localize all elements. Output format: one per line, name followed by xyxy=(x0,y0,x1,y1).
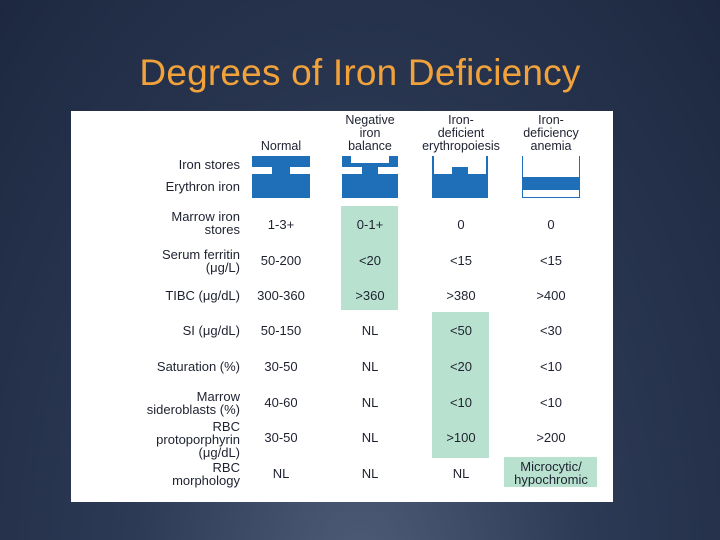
cell-morphology-anemia-line1: Microcytic/ xyxy=(520,459,582,474)
cell-morphology-negative: NL xyxy=(361,466,379,481)
cell-tibc-anemia: >400 xyxy=(536,288,566,303)
iron-stores-deficient-erythropoiesis-icon xyxy=(432,156,488,198)
highlight-deficient-erythropoiesis xyxy=(432,312,489,458)
row-label-marrow-line2: stores xyxy=(204,222,240,237)
col-header-negative-line3: balance xyxy=(348,139,392,153)
row-label-protoporphyrin-line2: protoporphyrin xyxy=(156,432,240,447)
row-label-erythron-iron: Erythron iron xyxy=(165,179,240,194)
col-header-erythropoiesis-line1: Iron- xyxy=(448,113,474,127)
cell-saturation-anemia: <10 xyxy=(539,359,563,374)
cell-sideroblasts-anemia: <10 xyxy=(539,395,563,410)
row-label-saturation: Saturation (%) xyxy=(156,359,240,374)
row-label-protoporphyrin-line3: (μg/dL) xyxy=(198,445,240,460)
highlight-anemia-morphology xyxy=(504,457,597,487)
cell-sideroblasts-normal: 40-60 xyxy=(264,395,298,410)
cell-protoporphyrin-anemia: >200 xyxy=(536,430,566,445)
row-label-iron-stores: Iron stores xyxy=(178,157,240,172)
row-label-sideroblasts-line2: sideroblasts (%) xyxy=(146,402,240,417)
iron-stores-anemia-icon xyxy=(522,156,580,198)
highlight-negative-balance xyxy=(341,206,398,310)
slide-title: Degrees of Iron Deficiency xyxy=(139,52,581,93)
cell-sideroblasts-erythropoiesis: <10 xyxy=(449,395,473,410)
cell-morphology-erythropoiesis: NL xyxy=(452,466,470,481)
cell-ferritin-anemia: <15 xyxy=(539,253,563,268)
col-header-anemia-line2: deficiency xyxy=(523,126,579,140)
cell-saturation-normal: 30-50 xyxy=(264,359,298,374)
cell-si-normal: 50-150 xyxy=(260,323,302,338)
row-label-tibc: TIBC (μg/dL) xyxy=(165,288,240,303)
cell-marrow-normal: 1-3+ xyxy=(267,217,295,232)
cell-protoporphyrin-negative: NL xyxy=(361,430,379,445)
cell-protoporphyrin-normal: 30-50 xyxy=(264,430,298,445)
col-header-anemia-line3: anemia xyxy=(530,139,572,153)
row-label-morphology-line1: RBC xyxy=(212,460,240,475)
cell-marrow-anemia: 0 xyxy=(547,217,555,232)
col-header-normal: Normal xyxy=(260,139,302,153)
col-header-anemia-line1: Iron- xyxy=(538,113,564,127)
cell-tibc-negative: >360 xyxy=(355,288,385,303)
iron-stores-negative-balance-icon xyxy=(342,156,398,198)
cell-sideroblasts-negative: NL xyxy=(361,395,379,410)
row-label-morphology-line2: morphology xyxy=(172,473,240,488)
cell-si-erythropoiesis: <50 xyxy=(449,323,473,338)
cell-tibc-normal: 300-360 xyxy=(257,288,305,303)
col-header-negative-line2: iron xyxy=(359,126,381,140)
cell-ferritin-negative: <20 xyxy=(358,253,382,268)
cell-morphology-normal: NL xyxy=(272,466,290,481)
cell-ferritin-normal: 50-200 xyxy=(260,253,302,268)
cell-morphology-anemia-line2: hypochromic xyxy=(514,472,588,487)
cell-saturation-erythropoiesis: <20 xyxy=(449,359,473,374)
row-label-si: SI (μg/dL) xyxy=(182,323,240,338)
row-label-marrow-line1: Marrow iron xyxy=(171,209,240,224)
cell-protoporphyrin-erythropoiesis: >100 xyxy=(446,430,476,445)
cell-tibc-erythropoiesis: >380 xyxy=(446,288,476,303)
cell-marrow-negative: 0-1+ xyxy=(356,217,384,232)
col-header-erythropoiesis-line2: deficient xyxy=(437,126,485,140)
cell-ferritin-erythropoiesis: <15 xyxy=(449,253,473,268)
col-header-erythropoiesis-line3: erythropoiesis xyxy=(422,139,500,153)
row-label-ferritin-line2: (μg/L) xyxy=(205,260,240,275)
row-label-ferritin-line1: Serum ferritin xyxy=(161,247,240,262)
cell-saturation-negative: NL xyxy=(361,359,379,374)
row-label-protoporphyrin-line1: RBC xyxy=(212,419,240,434)
iron-deficiency-table: Normal Negative iron balance Iron- defic… xyxy=(71,111,613,502)
cell-si-anemia: <30 xyxy=(539,323,563,338)
cell-si-negative: NL xyxy=(361,323,379,338)
row-label-sideroblasts-line1: Marrow xyxy=(196,389,240,404)
cell-marrow-erythropoiesis: 0 xyxy=(457,217,465,232)
iron-stores-normal-icon xyxy=(252,156,310,198)
col-header-negative-line1: Negative xyxy=(345,113,395,127)
